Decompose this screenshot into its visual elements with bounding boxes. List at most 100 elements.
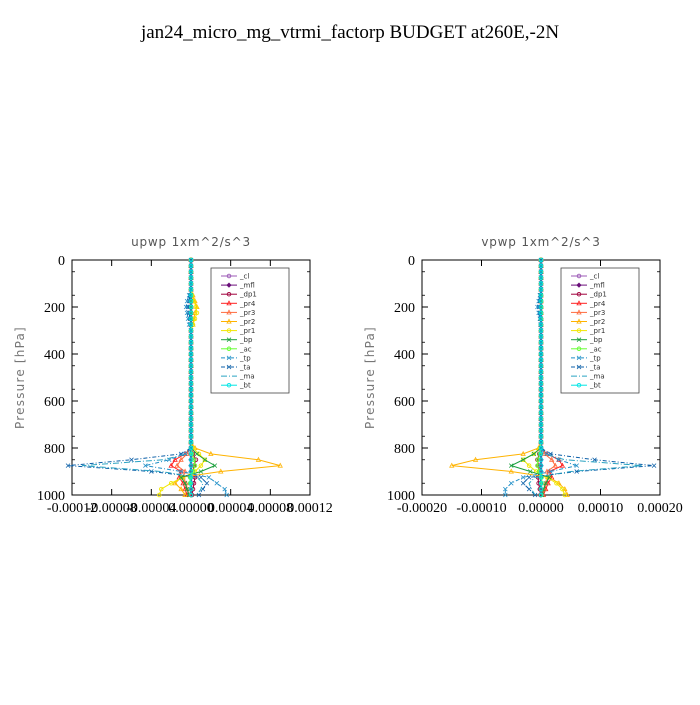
panel-1-point-bp (202, 457, 208, 463)
panel-1-point-bt (188, 363, 194, 369)
panel-2-legend-marker (576, 318, 582, 324)
panel-2-point-bt (538, 439, 544, 445)
panel-2-legend-label: _bt (589, 382, 601, 390)
panel-1-legend-marker (226, 337, 232, 342)
panel-1-legend-marker (226, 309, 232, 315)
panel-1-point-bt (188, 369, 194, 374)
panel-1: upwp 1xm^2/s^3 Pressure [hPa] 0 200 400 600 80… (13, 235, 333, 516)
panel-2-point-bt (538, 345, 544, 351)
panel-2-point-pr2 (472, 456, 479, 462)
panel-2-point-bt (538, 387, 544, 392)
panel-1-point-pr1 (168, 481, 174, 486)
panel-2-point-dp1 (536, 481, 541, 486)
panel-1-legend-label: _ta (239, 364, 251, 372)
panel-2-legend-label: _pr4 (589, 300, 606, 308)
panel-1-point-tp (224, 492, 229, 498)
panel-1-xtick-label: -0.00008 (87, 501, 137, 516)
panel-2-xtick-label: -0.00020 (397, 501, 447, 516)
panel-1-point-bt (188, 281, 194, 286)
panel-1-ytick-label: 800 (44, 442, 65, 457)
panel-1-legend-label: _pr4 (239, 300, 256, 308)
panel-2-legend-label: _mfl (589, 282, 605, 290)
panel-2-point-pr1 (526, 463, 532, 468)
panel-1-legend-label: _ac (239, 345, 252, 353)
panel-1-point-bp (178, 475, 184, 480)
panel-2-point-pr3 (543, 480, 549, 486)
panel-1-point-bp (198, 469, 204, 474)
panel-2-point-pr3 (549, 456, 555, 462)
panel-1-line-ta (67, 260, 208, 496)
panel-1-point-bt (188, 293, 194, 298)
panel-2-point-tp (503, 492, 508, 498)
panel-2-point-bt (538, 422, 544, 427)
panel-2-legend-marker (576, 300, 582, 306)
panel-1-point-bt (188, 398, 194, 404)
panel-1-point-bt (188, 387, 194, 392)
panel-2-legend-label: _cl (589, 273, 599, 281)
panel-1-legend-label: _mfl (239, 282, 255, 290)
panel-1-point-bt (188, 340, 194, 345)
panel-2-point-bp (508, 463, 514, 468)
panel-2-point-pr1 (554, 481, 559, 486)
panel-1-point-pr4 (178, 468, 184, 474)
panel-2-ytick-label: 400 (394, 348, 415, 363)
panel-2-point-pr2 (520, 450, 526, 456)
panel-1-legend-label: _dp1 (239, 291, 257, 299)
panel-2-point-ta (651, 463, 657, 468)
panel-2-ytick-label: 0 (408, 254, 415, 269)
panel-1-point-pr4 (168, 462, 174, 468)
panel-1-point-tp (206, 475, 212, 480)
panel-2-point-pr1 (562, 492, 568, 498)
panel-2-legend-marker (576, 364, 582, 370)
panel-2-point-bt (538, 304, 544, 310)
panel-1-point-ta (65, 463, 71, 468)
panel-2-ytick-label: 1000 (387, 489, 415, 504)
panel-1-point-bt (188, 469, 194, 474)
panel-2-point-bt (538, 263, 544, 269)
panel-2-point-bt (538, 293, 544, 298)
panel-1-ylabel: Pressure [hPa] (13, 326, 27, 429)
panel-1-point-bt (188, 445, 194, 451)
panel-2-point-bt (538, 398, 544, 404)
panel-1-legend: _cl_mfl_dp1_pr4_pr3_pr2_pr1_bp_ac_tp_ta_… (210, 267, 290, 394)
panel-1-legend-marker (226, 382, 232, 388)
panel-2-point-tp (548, 469, 553, 474)
panel-2-point-ta (526, 486, 532, 492)
panel-1-point-bt (188, 334, 194, 339)
panel-2-point-pr3 (541, 450, 548, 456)
panel-1-point-bt (188, 316, 194, 322)
panel-2-legend-label: _ma (589, 373, 605, 381)
panel-2-point-bt (538, 428, 544, 433)
panel-1-legend-label: _pr2 (239, 318, 255, 326)
panel-2-point-bt (538, 492, 544, 498)
panel-1-xtick-label: 0.00004 (208, 501, 254, 516)
panel-1-point-bt (188, 475, 194, 480)
panel-2-point-bt (538, 269, 544, 275)
panel-1-ytick-label: 1000 (37, 489, 65, 504)
panel-1-point-bt (188, 263, 194, 269)
panel-2-point-bt (538, 434, 544, 439)
panel-2-point-bt (538, 375, 544, 380)
panel-2-point-bt (538, 257, 544, 263)
panel-1-point-pr4 (172, 456, 178, 462)
panel-2-point-bt (538, 463, 544, 468)
panel-1-xtick-label: 0.00000 (168, 501, 214, 516)
panel-1-point-bt (188, 269, 194, 275)
panel-1-point-bt (188, 486, 194, 492)
panel-1-point-bt (188, 451, 194, 457)
panel-1-series-ma (81, 260, 204, 496)
panel-2-legend-marker (576, 337, 582, 342)
panel-2-point-bt (538, 275, 544, 280)
panel-2-point-pr1 (520, 457, 526, 463)
panel-1-point-bp (184, 486, 190, 492)
panel-2-point-pr1 (560, 486, 565, 492)
panel-2-legend-label: _tp (589, 354, 601, 362)
panel-1-point-pr3 (178, 456, 184, 462)
panel-1-point-bt (188, 492, 194, 498)
panel-2-point-bp (543, 480, 549, 486)
panel-1-point-pr3 (186, 491, 192, 498)
panel-1-point-ac (191, 457, 197, 463)
panel-1-point-bt (188, 345, 194, 351)
panel-2-legend-label: _ac (589, 345, 602, 353)
